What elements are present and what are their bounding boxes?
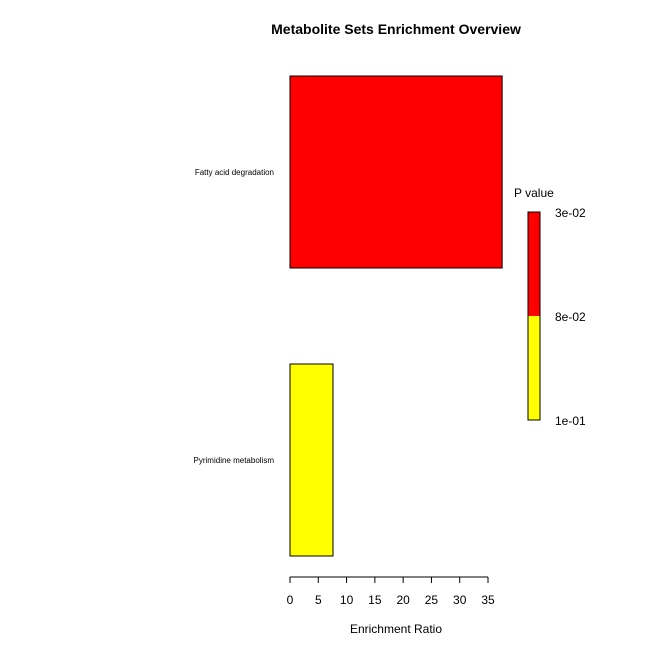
category-labels: Fatty acid degradation Pyrimidine metabol… <box>194 168 275 465</box>
chart-title: Metabolite Sets Enrichment Overview <box>271 21 521 37</box>
x-tick-label: 20 <box>396 593 410 607</box>
legend-border <box>527 211 541 421</box>
category-label: Fatty acid degradation <box>195 168 274 177</box>
p-value-legend: P value 3e-02 8e-02 1e-01 <box>514 186 586 428</box>
x-axis-label: Enrichment Ratio <box>350 622 442 636</box>
bar-pyrimidine-metabolism <box>289 363 334 557</box>
x-tick-label: 10 <box>340 593 354 607</box>
bars-group <box>289 75 503 557</box>
legend-label: 8e-02 <box>555 310 586 324</box>
category-label: Pyrimidine metabolism <box>194 456 275 465</box>
x-tick-label: 5 <box>315 593 322 607</box>
x-tick-label: 25 <box>425 593 439 607</box>
x-axis: 0 5 10 15 20 25 30 35 <box>287 576 495 607</box>
legend-label: 1e-01 <box>555 414 586 428</box>
legend-swatch <box>528 212 540 316</box>
x-tick-label: 15 <box>368 593 382 607</box>
bar-fatty-acid-degradation <box>289 75 503 269</box>
legend-swatch <box>528 316 540 420</box>
legend-title: P value <box>514 186 554 200</box>
x-tick-label: 30 <box>453 593 467 607</box>
x-tick-label: 35 <box>481 593 495 607</box>
legend-label: 3e-02 <box>555 206 586 220</box>
x-tick-label: 0 <box>287 593 294 607</box>
